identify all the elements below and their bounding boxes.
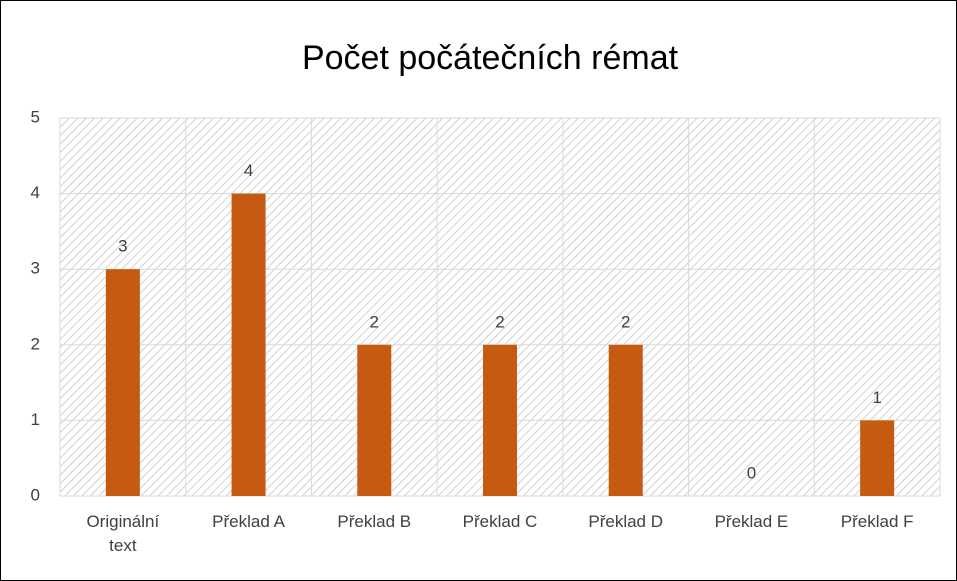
x-tick-label: Překlad E: [714, 512, 789, 531]
y-tick-label: 1: [31, 410, 40, 429]
bar: [357, 344, 392, 496]
data-label: 0: [747, 463, 756, 482]
bar: [231, 193, 266, 496]
data-label: 2: [621, 312, 630, 331]
x-tick-label: Překlad C: [462, 512, 538, 531]
data-label: 1: [872, 388, 881, 407]
y-tick-label: 2: [31, 334, 40, 353]
data-label: 2: [370, 312, 379, 331]
data-label: 4: [244, 161, 253, 180]
bar: [105, 269, 140, 496]
bar: [608, 344, 643, 496]
x-tick-label: Překlad F: [840, 512, 914, 531]
x-tick-label: Překlad B: [337, 512, 412, 531]
y-tick-label: 5: [31, 107, 40, 126]
data-label: 2: [495, 312, 504, 331]
x-tick-label: Překlad D: [588, 512, 664, 531]
x-tick-label: Překlad A: [212, 512, 285, 531]
bar: [860, 420, 895, 496]
y-tick-label: 0: [31, 485, 40, 504]
bar: [483, 344, 517, 496]
y-tick-label: 4: [31, 183, 40, 202]
x-tick-label: Originální text: [86, 512, 160, 555]
data-label: 3: [118, 237, 127, 256]
chart-title: Počet počátečních rémat: [302, 39, 679, 77]
y-tick-label: 3: [31, 259, 40, 278]
